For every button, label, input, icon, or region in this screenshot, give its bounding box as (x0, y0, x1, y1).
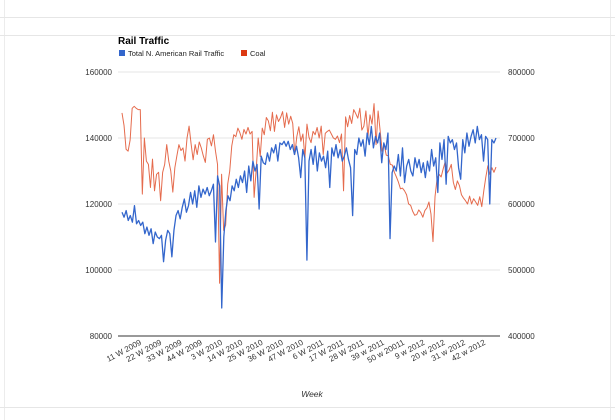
page-rule-bottom (0, 407, 615, 408)
chart-title: Rail Traffic (118, 36, 170, 47)
page-rule-right (610, 0, 611, 420)
y-tick-label-right: 700000 (508, 134, 535, 143)
y-tick-label-left: 100000 (85, 266, 112, 275)
page-rule (0, 35, 615, 36)
y-tick-label-right: 500000 (508, 266, 535, 275)
y-tick-label-right: 400000 (508, 332, 535, 341)
series-line-coal (121, 103, 497, 284)
y-tick-label-left: 160000 (85, 68, 112, 77)
series-lines (121, 103, 497, 309)
y-tick-label-right: 800000 (508, 68, 535, 77)
y-axis-right-ticks: 400000 500000 600000 700000 800000 (508, 68, 535, 341)
y-tick-label-left: 140000 (85, 134, 112, 143)
x-axis-label: Week (301, 389, 323, 399)
gridlines (118, 71, 500, 337)
y-tick-label-left: 120000 (85, 200, 112, 209)
y-tick-label-right: 600000 (508, 200, 535, 209)
page-rule (0, 17, 615, 18)
legend: Total N. American Rail Traffic Coal (119, 49, 266, 58)
legend-swatch-coal (241, 50, 247, 56)
y-axis-left-ticks: 80000 100000 120000 140000 160000 (85, 68, 112, 341)
legend-label-total: Total N. American Rail Traffic (128, 49, 224, 58)
page-rule-left (4, 0, 5, 420)
legend-swatch-total (119, 50, 125, 56)
y-tick-label-left: 80000 (90, 332, 113, 341)
series-line-total-rail-traffic (121, 125, 497, 309)
legend-label-coal: Coal (250, 49, 266, 58)
